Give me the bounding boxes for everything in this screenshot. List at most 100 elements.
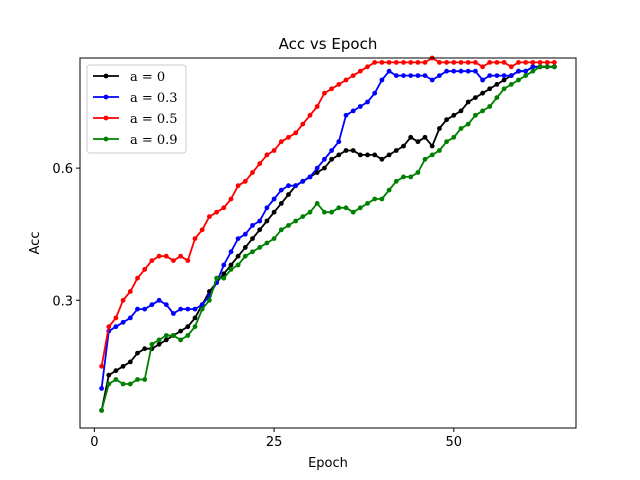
- data-point: [530, 68, 536, 74]
- data-point: [480, 64, 485, 70]
- data-point: [264, 218, 270, 224]
- legend-label: a = 0.5: [130, 112, 178, 127]
- series-line-1: [100, 65, 555, 389]
- data-point: [142, 267, 148, 272]
- data-point: [135, 306, 140, 312]
- data-point: [372, 152, 378, 158]
- data-point: [401, 174, 406, 180]
- data-point: [451, 134, 457, 140]
- data-point: [422, 134, 428, 140]
- data-point: [372, 60, 378, 65]
- legend-marker: [103, 115, 109, 121]
- data-point: [386, 68, 392, 74]
- data-point: [149, 341, 155, 347]
- data-point: [408, 134, 414, 140]
- data-point: [386, 152, 392, 158]
- x-tick-label: 50: [446, 435, 463, 450]
- data-point: [473, 112, 478, 118]
- data-point: [393, 73, 399, 78]
- y-tick-label: 0.3: [52, 294, 73, 309]
- data-point: [516, 68, 521, 74]
- data-point: [336, 139, 342, 145]
- data-point: [494, 60, 500, 65]
- data-point: [250, 249, 255, 255]
- data-point: [99, 363, 104, 369]
- data-point: [278, 201, 284, 206]
- series-line-0: [100, 65, 555, 411]
- data-point: [322, 209, 327, 215]
- data-point: [99, 408, 104, 413]
- legend-marker: [103, 94, 109, 100]
- data-point: [458, 108, 464, 114]
- data-point: [386, 187, 392, 193]
- data-point: [415, 73, 421, 78]
- data-point: [228, 267, 234, 272]
- data-point: [487, 73, 493, 78]
- data-point: [473, 60, 478, 65]
- data-point: [322, 156, 327, 162]
- data-point: [156, 337, 162, 343]
- data-point: [127, 289, 133, 294]
- data-point: [365, 99, 370, 105]
- data-point: [278, 139, 284, 145]
- data-point: [242, 231, 248, 237]
- data-point: [350, 209, 356, 215]
- data-point: [163, 337, 169, 343]
- data-point: [178, 337, 184, 343]
- data-point: [487, 104, 493, 109]
- data-point: [415, 60, 421, 65]
- data-point: [336, 82, 342, 87]
- data-point: [235, 253, 241, 259]
- data-point: [350, 73, 356, 78]
- data-point: [458, 60, 464, 65]
- data-point: [228, 249, 234, 255]
- data-point: [357, 68, 363, 74]
- data-point: [480, 90, 485, 96]
- data-point: [106, 381, 112, 387]
- data-point: [293, 218, 299, 224]
- data-point: [357, 205, 363, 211]
- data-point: [429, 143, 435, 149]
- data-point: [480, 77, 485, 83]
- axes-frame: [79, 57, 577, 429]
- data-point: [401, 60, 406, 65]
- data-point: [429, 77, 435, 83]
- data-point: [293, 130, 299, 136]
- data-point: [429, 152, 435, 158]
- data-point: [401, 73, 406, 78]
- data-point: [192, 324, 198, 330]
- data-point: [422, 156, 428, 162]
- data-point: [329, 86, 334, 92]
- data-point: [149, 302, 155, 308]
- data-point: [314, 165, 320, 171]
- data-point: [465, 99, 471, 105]
- data-point: [99, 386, 104, 391]
- data-point: [221, 275, 227, 281]
- data-point: [185, 258, 191, 263]
- data-point: [199, 227, 205, 233]
- legend-label: a = 0: [130, 70, 165, 85]
- data-point: [365, 152, 370, 158]
- data-point: [537, 60, 543, 65]
- data-point: [458, 68, 464, 74]
- data-point: [307, 209, 313, 215]
- data-point: [523, 68, 529, 74]
- data-point: [300, 178, 306, 184]
- data-point: [286, 183, 291, 189]
- data-point: [350, 108, 356, 114]
- data-point: [523, 60, 529, 65]
- data-point: [221, 271, 227, 277]
- data-point: [487, 60, 493, 65]
- data-point: [271, 236, 277, 242]
- data-point: [242, 253, 248, 259]
- data-point: [552, 60, 557, 65]
- legend-marker: [103, 136, 109, 142]
- data-point: [408, 174, 414, 180]
- data-point: [451, 60, 457, 65]
- data-point: [365, 64, 370, 70]
- data-point: [465, 60, 471, 65]
- data-point: [544, 60, 550, 65]
- data-point: [393, 178, 399, 184]
- data-point: [271, 209, 277, 215]
- data-point: [444, 68, 449, 74]
